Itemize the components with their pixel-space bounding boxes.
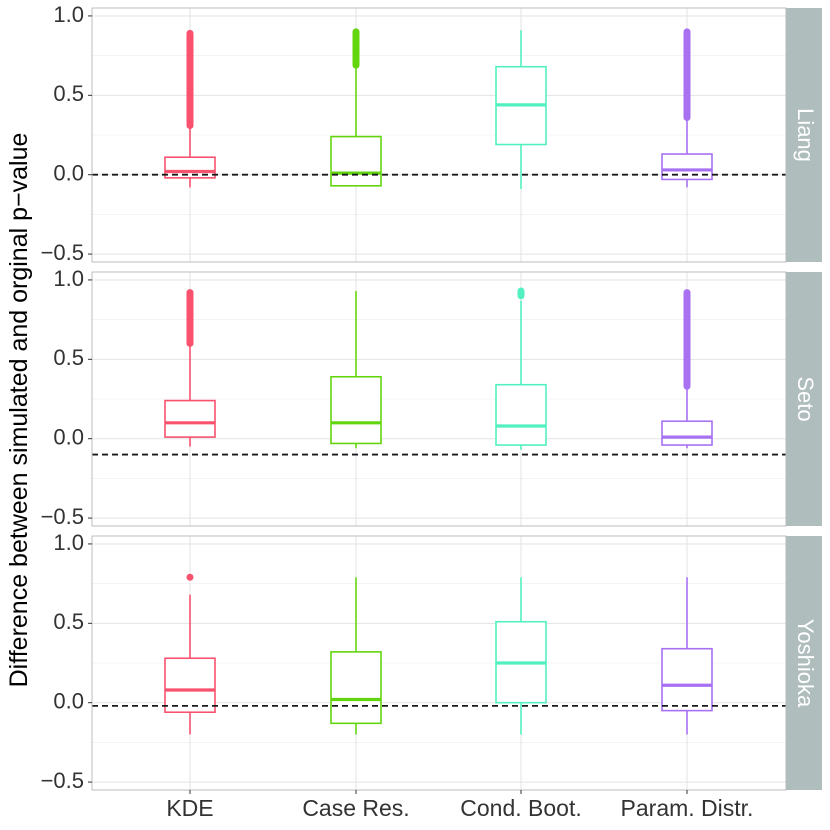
- box-body: [661, 153, 713, 181]
- box-param-distr: [661, 289, 713, 449]
- box-body: [164, 657, 216, 714]
- box-kde: [164, 289, 216, 447]
- box-cond-boot: [495, 577, 547, 735]
- x-tick-label: Case Res.: [302, 795, 409, 821]
- x-tick-label: Cond. Boot.: [460, 795, 581, 821]
- box-body: [661, 647, 713, 712]
- outlier-point: [186, 573, 194, 581]
- facet-yoshioka: Yoshioka −0.5 0.0 0.5 1.0: [41, 530, 822, 793]
- y-tick-label: 0.5: [53, 345, 84, 370]
- y-tick-label: 0.5: [53, 81, 84, 106]
- box-cond-boot: [495, 30, 547, 189]
- y-tick-label: 0.0: [53, 689, 84, 714]
- box-param-distr: [661, 28, 713, 188]
- y-tick-label: −0.5: [41, 240, 84, 265]
- y-tick-label: 1.0: [53, 530, 84, 555]
- box-body: [661, 420, 713, 446]
- y-tick-label: −0.5: [41, 504, 84, 529]
- box-body: [330, 651, 382, 725]
- facet-strip: [786, 272, 822, 526]
- box-kde: [164, 29, 216, 188]
- box-cond-boot: [495, 287, 547, 450]
- box-case-res: [330, 291, 382, 449]
- facet-strip-label: Liang: [793, 108, 818, 162]
- box-case-res: [330, 28, 382, 187]
- box-body: [495, 383, 547, 446]
- y-tick-label: 1.0: [53, 266, 84, 291]
- y-tick-label: 0.0: [53, 161, 84, 186]
- box-param-distr: [661, 577, 713, 735]
- x-tick-label: KDE: [166, 795, 213, 821]
- y-tick-label: 0.5: [53, 609, 84, 634]
- x-tick-label: Param. Distr.: [621, 795, 754, 821]
- box-case-res: [330, 577, 382, 735]
- y-axis-title: Difference between simulated and orginal…: [5, 133, 33, 688]
- y-tick-label: 0.0: [53, 425, 84, 450]
- facet-strip-label: Yoshioka: [793, 619, 818, 708]
- facet-strip: [786, 536, 822, 790]
- y-tick-label: −0.5: [41, 768, 84, 793]
- y-tick-label: 1.0: [53, 2, 84, 27]
- box-body: [330, 135, 382, 187]
- box-kde: [164, 573, 216, 735]
- facet-seto: Seto −0.5 0.0 0.5 1.0: [41, 266, 822, 529]
- facet-liang: Liang −0.5 0.0 0.5 1.0: [41, 2, 822, 265]
- box-body: [330, 375, 382, 445]
- facet-strip: [786, 8, 822, 262]
- facet-strip-label: Seto: [793, 376, 818, 421]
- box-body: [164, 399, 216, 438]
